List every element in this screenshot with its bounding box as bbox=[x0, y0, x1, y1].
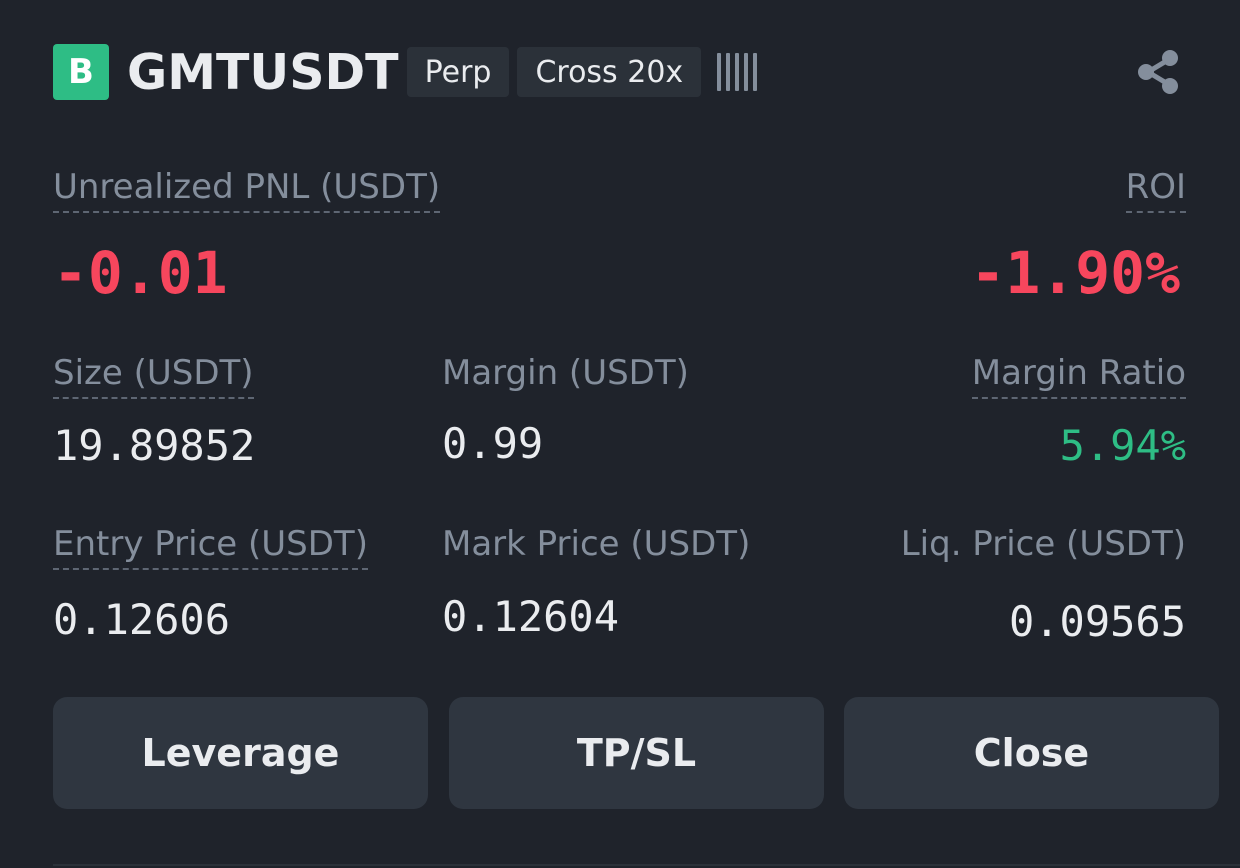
divider bbox=[53, 864, 1240, 866]
liq-price-label: Liq. Price (USDT) bbox=[900, 524, 1186, 564]
roi-label[interactable]: ROI bbox=[1125, 165, 1186, 213]
position-header: B GMTUSDT Perp Cross 20x bbox=[53, 43, 1186, 101]
contract-type-tag: Perp bbox=[406, 47, 510, 97]
entry-price-label[interactable]: Entry Price (USDT) bbox=[53, 522, 368, 570]
roi-value: -1.90% bbox=[970, 239, 1180, 307]
entry-price-value: 0.12606 bbox=[53, 595, 231, 644]
share-icon[interactable] bbox=[1136, 48, 1180, 96]
close-button[interactable]: Close bbox=[844, 697, 1219, 809]
size-value: 19.89852 bbox=[53, 421, 256, 470]
leverage-button[interactable]: Leverage bbox=[53, 697, 428, 809]
signal-bars-icon bbox=[717, 53, 758, 91]
unrealized-pnl-value: -0.01 bbox=[53, 239, 228, 307]
margin-ratio-label[interactable]: Margin Ratio bbox=[971, 351, 1186, 399]
tpsl-button[interactable]: TP/SL bbox=[449, 697, 824, 809]
liq-price-value: 0.09565 bbox=[1008, 597, 1186, 646]
margin-label: Margin (USDT) bbox=[442, 353, 689, 393]
margin-mode-tag[interactable]: Cross 20x bbox=[517, 47, 702, 97]
size-label[interactable]: Size (USDT) bbox=[53, 351, 254, 399]
margin-value: 0.99 bbox=[442, 419, 544, 468]
symbol-title[interactable]: GMTUSDT bbox=[127, 43, 399, 101]
mark-price-value: 0.12604 bbox=[442, 592, 620, 641]
margin-ratio-value: 5.94% bbox=[1059, 421, 1186, 470]
unrealized-pnl-label[interactable]: Unrealized PNL (USDT) bbox=[53, 165, 441, 213]
mark-price-label: Mark Price (USDT) bbox=[442, 524, 751, 564]
side-badge: B bbox=[53, 44, 109, 100]
